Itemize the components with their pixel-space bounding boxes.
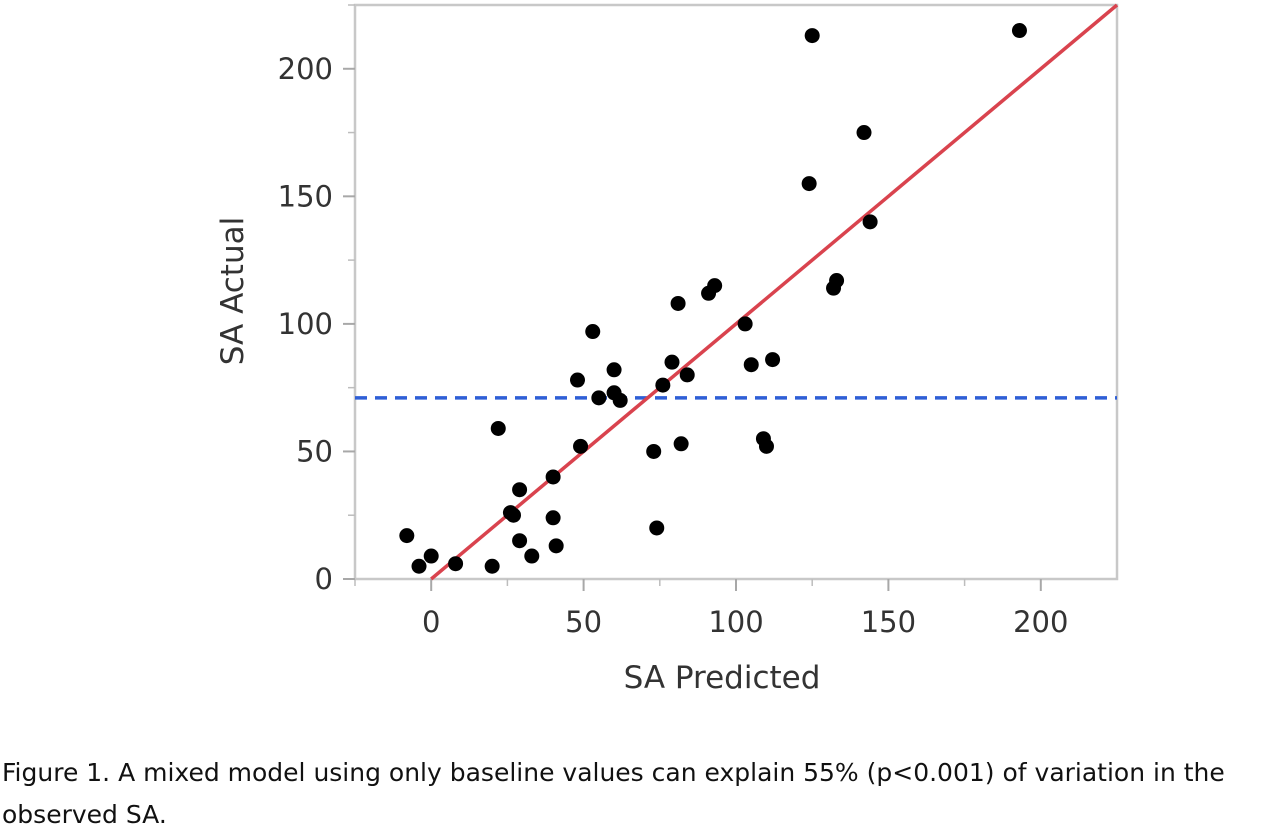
data-point (545, 469, 561, 485)
data-point (399, 528, 415, 544)
data-point (512, 482, 528, 498)
data-point (591, 390, 607, 406)
data-point (646, 443, 662, 459)
data-point (612, 392, 628, 408)
data-point (411, 558, 427, 574)
data-point (448, 556, 464, 572)
x-tick-label: 50 (565, 605, 602, 639)
data-point (801, 176, 817, 192)
data-point (655, 377, 671, 393)
data-point (664, 354, 680, 370)
data-point (606, 362, 622, 378)
data-point (758, 438, 774, 454)
plot-frame (353, 3, 1119, 581)
y-tick-label: 50 (296, 434, 333, 468)
data-point (737, 316, 753, 332)
fit-line (430, 3, 1119, 581)
data-point (707, 278, 723, 294)
data-point (673, 436, 689, 452)
data-point (649, 520, 665, 536)
data-point (484, 558, 500, 574)
data-point (490, 420, 506, 436)
data-point (765, 352, 781, 368)
data-points (399, 23, 1027, 574)
x-tick-label: 100 (708, 605, 763, 639)
data-point (679, 367, 695, 383)
y-tick-label: 100 (278, 307, 333, 341)
data-point (512, 533, 528, 549)
data-point (505, 507, 521, 523)
figure-caption: Figure 1. A mixed model using only basel… (2, 758, 1225, 829)
scatter-chart: 0 50 100 150 200 0 50 100 150 200 SA Predicted SA… (215, 3, 1119, 696)
y-tick-label: 0 (315, 562, 333, 596)
data-point (545, 510, 561, 526)
y-tick-label: 150 (278, 179, 333, 213)
data-point (670, 295, 686, 311)
chart-lines (355, 3, 1119, 581)
data-point (1011, 23, 1027, 39)
data-point (570, 372, 586, 388)
axes: 0 50 100 150 200 0 50 100 150 200 (278, 3, 1119, 639)
data-point (548, 538, 564, 554)
data-point (524, 548, 540, 564)
data-point (804, 28, 820, 44)
y-tick-label: 200 (278, 52, 333, 86)
y-axis-title: SA Actual (215, 217, 251, 365)
data-point (829, 273, 845, 289)
data-point (743, 357, 759, 373)
data-point (856, 125, 872, 141)
data-point (573, 438, 589, 454)
x-tick-label: 0 (422, 605, 440, 639)
x-axis-title: SA Predicted (624, 660, 821, 696)
data-point (862, 214, 878, 230)
x-tick-label: 150 (861, 605, 916, 639)
x-tick-label: 200 (1013, 605, 1068, 639)
data-point (585, 324, 601, 340)
data-point (423, 548, 439, 564)
